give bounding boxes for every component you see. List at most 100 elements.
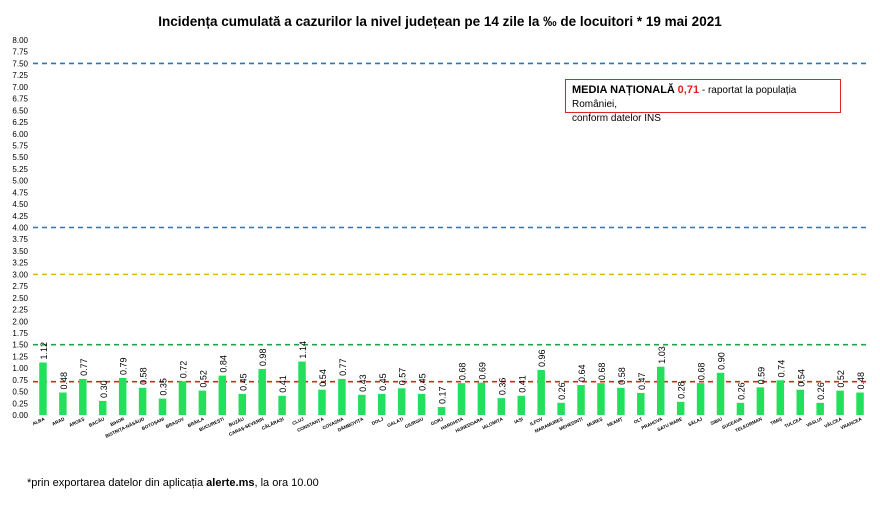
y-tick-label: 4.50 [12,200,28,209]
bar [59,392,67,415]
bar [397,388,406,415]
footnote-suffix: , la ora 10.00 [254,477,319,489]
bar [298,361,306,415]
value-label: 0.74 [776,360,786,378]
y-tick-label: 7.75 [12,48,28,57]
y-tick-label: 4.75 [12,188,28,197]
bar [39,362,47,415]
value-label: 0.36 [497,378,507,396]
bar [178,381,187,415]
value-label: 0.77 [79,358,89,376]
value-label: 1.14 [298,341,308,359]
value-label: 0.30 [99,380,109,398]
value-label: 0.26 [816,382,826,400]
value-label: 0.77 [338,358,348,376]
value-label: 0.45 [238,373,248,391]
y-tick-label: 5.50 [12,153,28,162]
y-tick-label: 8.00 [12,36,28,45]
x-tick-label: TULCEA [784,416,804,429]
footnote-prefix: *prin exportarea datelor din aplicația [27,477,207,489]
value-label: 0.54 [318,369,328,387]
x-tick-label: BACĂU [88,415,106,428]
x-tick-label: ALBA [32,416,46,426]
x-tick-label: TIMIȘ [770,416,784,427]
y-tick-label: 3.75 [12,235,28,244]
x-tick-label: GIURGIU [404,416,425,429]
y-tick-label: 0.00 [12,411,28,420]
chart-title: Incidența cumulată a cazurilor la nivel … [158,14,722,29]
footnote-app: alerte.ms [206,477,255,489]
value-label: 0.58 [139,367,149,385]
bar [258,369,266,415]
bar [238,393,246,415]
x-tick-label: BISTRIȚA-NĂSĂUD [104,415,146,439]
value-label: 0.98 [258,349,268,367]
value-label: 0.59 [756,367,766,385]
note-line2: conform datelor INS [572,113,661,124]
value-label: 0.57 [398,368,408,386]
bar [856,392,864,415]
value-label: 0.72 [178,361,188,379]
value-label: 0.41 [517,375,527,393]
bar [457,383,466,415]
value-label: 0.69 [477,362,487,380]
note-value: 0,71 [677,84,700,96]
x-tick-label: NEAMȚ [606,416,623,428]
value-label: 0.52 [836,370,846,388]
bar [358,394,366,415]
value-label: 0.17 [438,387,448,405]
bar [517,395,525,415]
value-label: 0.64 [577,364,587,382]
y-tick-label: 1.00 [12,364,28,373]
x-tick-label: CARAȘ-SEVERIN [228,416,266,438]
value-label: 0.45 [418,373,428,391]
value-label: 0.96 [537,349,547,367]
bar [437,407,446,415]
x-tick-label: CLUJ [291,416,304,426]
x-tick-label: ARGEȘ [68,416,85,428]
x-tick-label: BRAȘOV [165,416,186,430]
bar [597,383,605,415]
value-label: 0.68 [597,363,607,381]
value-label: 0.26 [736,382,746,400]
national-average-note: MEDIA NAȚIONALĂ 0,71 - raportat la popul… [565,79,841,124]
value-label: 0.26 [557,382,567,400]
bar [637,392,645,415]
y-tick-label: 2.50 [12,294,28,303]
bar [497,398,506,415]
value-label: 0.28 [677,381,687,399]
y-axis: 0.00 0.25 0.50 0.75 1.00 1.25 1.50 1.75 2.00 2.25… [12,36,28,420]
x-tick-label: VRANCEA [840,416,863,430]
y-tick-label: 6.00 [12,130,28,139]
x-tick-label: DOLJ [371,416,385,426]
value-label: 0.68 [457,363,467,381]
bar [537,370,545,415]
y-tick-label: 3.00 [12,270,28,279]
value-label: 0.47 [637,372,647,390]
x-tick-label: ARAD [51,416,66,426]
bar [99,400,107,415]
y-tick-label: 2.75 [12,282,28,291]
bar [218,375,227,415]
x-tick-label: CĂLĂRAȘI [260,415,284,431]
footnote: *prin exportarea datelor din aplicația a… [27,477,319,489]
value-labels: 1.12 0.48 0.77 0.30 0.79 0.58 0.35 0.72 0.52 0.84… [39,341,866,404]
value-label: 0.79 [119,357,129,375]
y-tick-label: 1.50 [12,341,28,350]
reference-lines [33,62,870,383]
bar [736,402,745,415]
value-label: 0.90 [717,352,727,370]
value-label: 0.68 [697,363,707,381]
value-label: 0.54 [796,369,806,387]
bar [79,378,87,415]
value-label: 0.45 [378,373,388,391]
bar [118,377,127,415]
bar [716,372,725,415]
x-tick-label: IALOMIȚA [482,416,505,430]
bar [278,395,286,415]
bar [557,402,565,415]
x-axis-labels: ALBA ARAD ARGEȘ BACĂU BIHORBISTRIȚA-NĂSĂUDBO… [32,415,863,439]
bars [39,361,864,415]
y-tick-label: 1.75 [12,329,28,338]
